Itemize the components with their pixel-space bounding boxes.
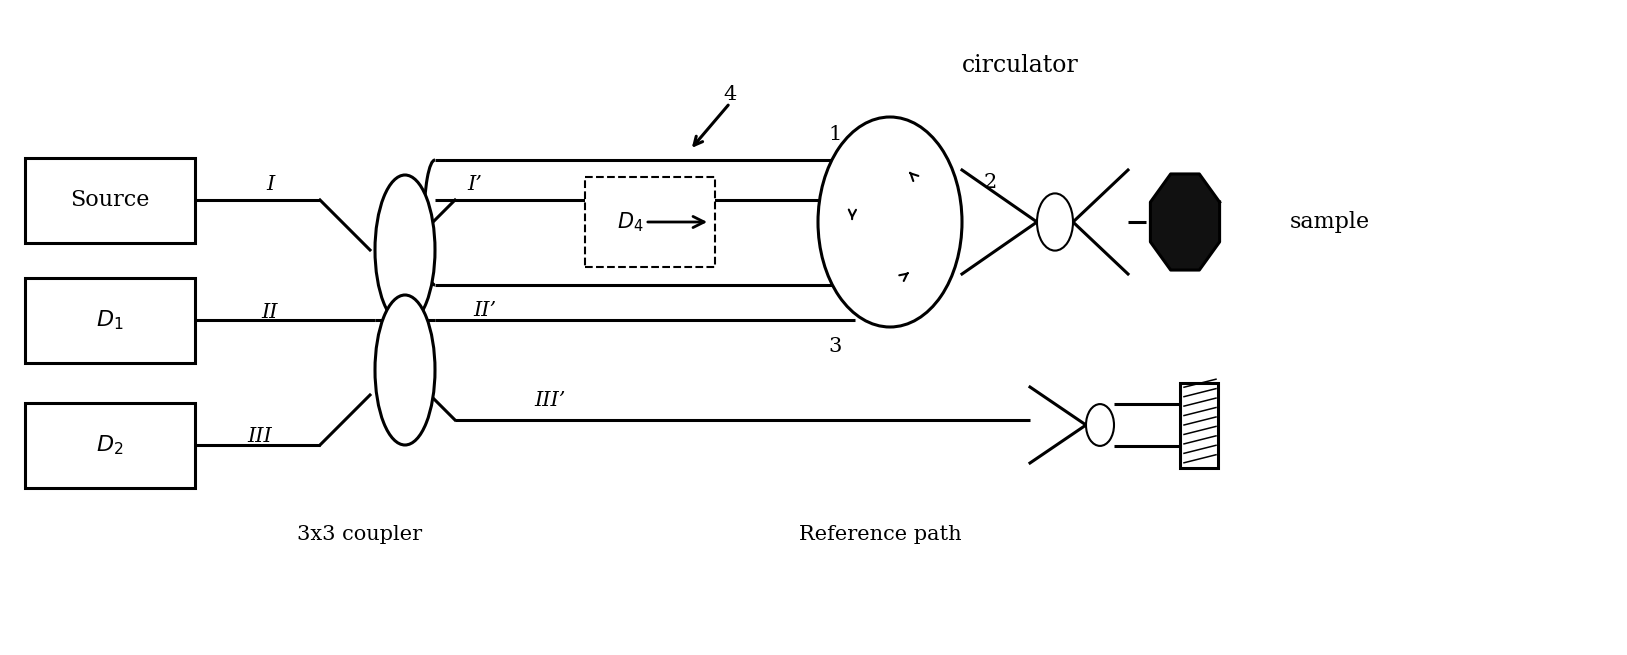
- Text: I’: I’: [467, 176, 483, 195]
- Bar: [24, 157, 195, 242]
- Text: 1: 1: [828, 126, 841, 145]
- Text: circulator: circulator: [962, 54, 1079, 77]
- Text: I: I: [265, 176, 273, 195]
- Text: III: III: [247, 428, 272, 447]
- Polygon shape: [1150, 174, 1220, 270]
- Ellipse shape: [374, 175, 434, 325]
- Text: 2: 2: [983, 174, 997, 193]
- Text: sample: sample: [1290, 211, 1370, 233]
- Text: II: II: [262, 303, 278, 322]
- Text: 3x3 coupler: 3x3 coupler: [298, 525, 423, 544]
- Text: Source: Source: [70, 189, 150, 211]
- Text: 3: 3: [828, 337, 841, 356]
- Text: $D_4$: $D_4$: [617, 210, 643, 234]
- Bar: [24, 278, 195, 362]
- Text: 4: 4: [724, 86, 737, 105]
- Bar: [1180, 383, 1219, 468]
- Text: III’: III’: [534, 390, 566, 409]
- Ellipse shape: [818, 117, 962, 327]
- Ellipse shape: [374, 295, 434, 445]
- Ellipse shape: [1036, 193, 1072, 251]
- Text: $D_2$: $D_2$: [96, 433, 124, 457]
- Text: $D_1$: $D_1$: [96, 309, 124, 332]
- Bar: [24, 403, 195, 487]
- Text: II’: II’: [473, 301, 496, 320]
- Ellipse shape: [1085, 404, 1114, 446]
- Bar: [586, 177, 714, 267]
- Text: Reference path: Reference path: [799, 525, 962, 544]
